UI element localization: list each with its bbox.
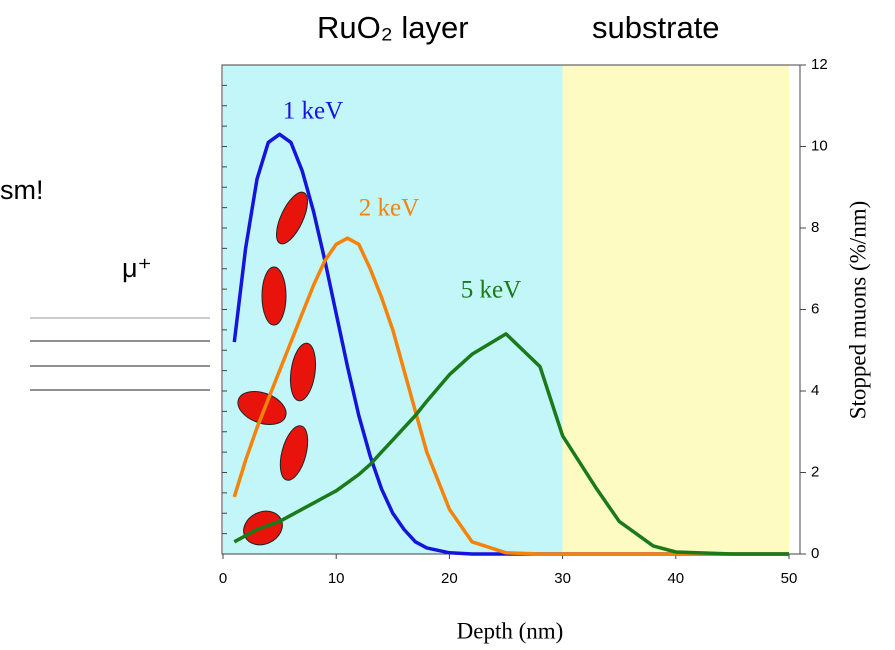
x-tick-label: 50 — [781, 570, 798, 587]
atom — [279, 425, 309, 481]
series-label: 1 keV — [283, 98, 343, 125]
side-text: μ⁺ — [122, 253, 152, 283]
atom — [261, 266, 287, 326]
beam-lines — [30, 317, 210, 391]
x-tick-label: 30 — [554, 570, 571, 587]
series-label: 5 keV — [461, 277, 521, 304]
x-tick-label: 0 — [219, 570, 227, 587]
atom — [276, 191, 308, 245]
y-tick-label: 12 — [811, 56, 828, 73]
y-tick-label: 0 — [811, 545, 819, 562]
series-line — [232, 236, 789, 556]
y-tick-label: 10 — [811, 137, 828, 154]
x-tick-label: 20 — [441, 570, 458, 587]
atom — [289, 342, 317, 402]
y-tick-label: 2 — [811, 463, 819, 480]
region — [562, 65, 789, 554]
series-label: 2 keV — [359, 195, 419, 222]
series-line — [233, 332, 789, 556]
y-axis-label: Stopped muons (%/nm) — [845, 201, 870, 420]
y-tick-label: 8 — [811, 219, 819, 236]
region-label: substrate — [592, 10, 720, 45]
y-tick-label: 6 — [811, 300, 819, 317]
side-text: sm! — [0, 175, 44, 205]
x-tick-label: 40 — [667, 570, 684, 587]
regions — [223, 65, 789, 554]
x-axis-label: Depth (nm) — [457, 618, 564, 643]
region-label: RuO₂ layer — [317, 10, 469, 45]
y-tick-label: 4 — [811, 382, 819, 399]
atom — [237, 391, 287, 425]
x-tick-label: 10 — [328, 570, 345, 587]
